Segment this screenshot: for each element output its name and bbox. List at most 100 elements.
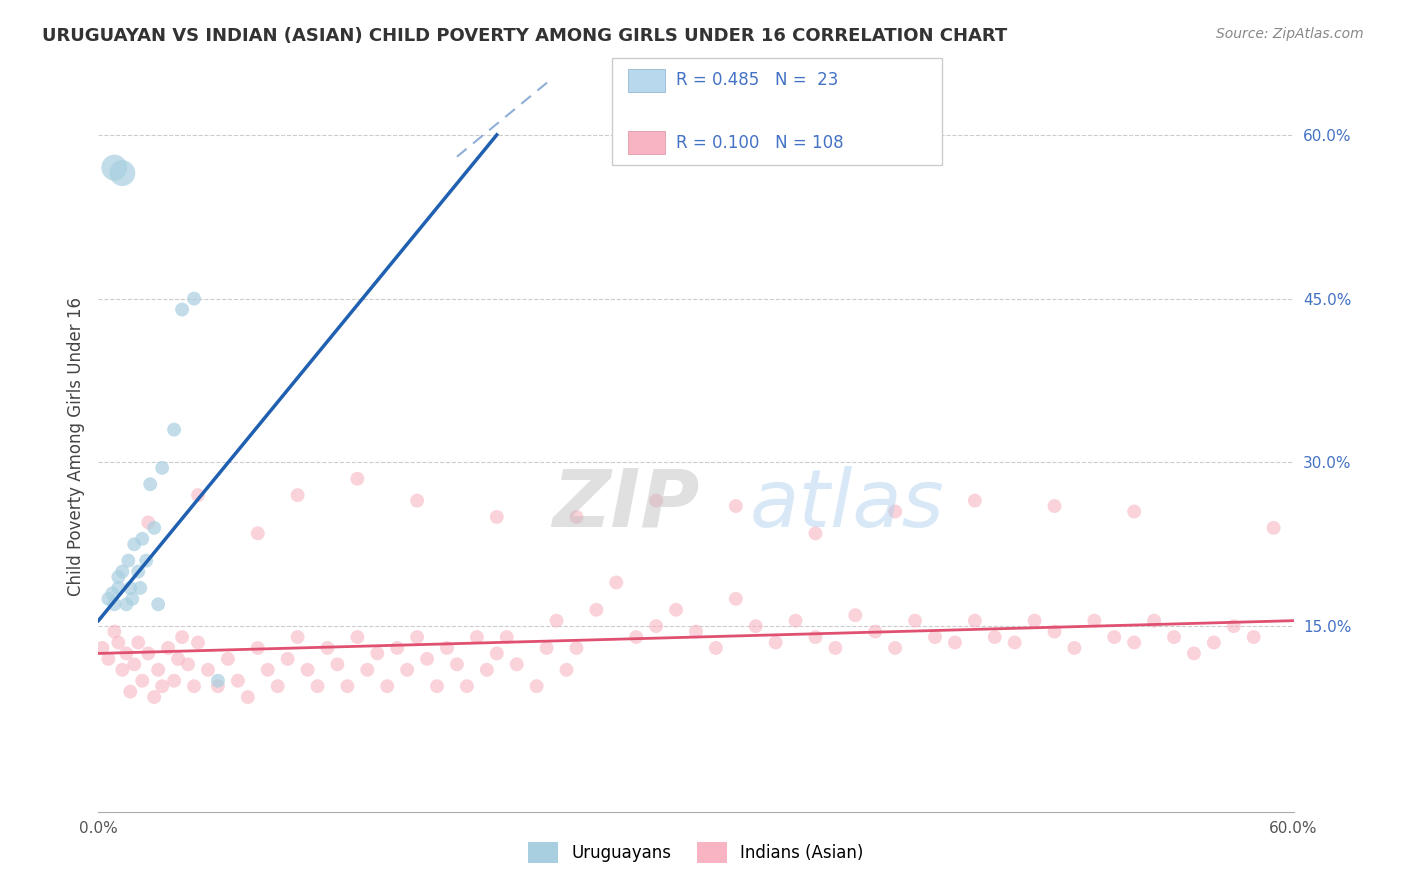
Point	[143, 690, 166, 704]
Point	[107, 581, 129, 595]
Point	[475, 663, 498, 677]
Point	[103, 597, 125, 611]
Point	[91, 640, 114, 655]
Text: URUGUAYAN VS INDIAN (ASIAN) CHILD POVERTY AMONG GIRLS UNDER 16 CORRELATION CHART: URUGUAYAN VS INDIAN (ASIAN) CHILD POVERT…	[42, 27, 1008, 45]
Point	[163, 423, 186, 437]
Point	[187, 488, 209, 502]
Point	[1063, 640, 1085, 655]
Point	[465, 630, 488, 644]
Point	[406, 493, 429, 508]
Point	[127, 565, 149, 579]
Point	[785, 614, 807, 628]
Point	[217, 652, 239, 666]
Point	[287, 488, 309, 502]
Point	[183, 292, 205, 306]
Point	[150, 679, 173, 693]
Text: R = 0.485   N =  23: R = 0.485 N = 23	[676, 71, 838, 89]
Point	[297, 663, 319, 677]
Point	[585, 603, 607, 617]
Point	[546, 614, 568, 628]
Point	[107, 635, 129, 649]
Point	[724, 499, 747, 513]
Point	[526, 679, 548, 693]
Point	[1263, 521, 1285, 535]
Point	[844, 608, 866, 623]
Point	[485, 647, 508, 661]
Point	[131, 532, 153, 546]
Point	[446, 657, 468, 672]
Text: atlas: atlas	[749, 466, 945, 543]
Point	[685, 624, 707, 639]
Point	[824, 640, 846, 655]
Point	[111, 166, 134, 180]
Point	[865, 624, 887, 639]
Point	[277, 652, 299, 666]
Point	[172, 630, 194, 644]
Point	[120, 684, 142, 698]
Point	[555, 663, 578, 677]
Point	[745, 619, 768, 633]
Y-axis label: Child Poverty Among Girls Under 16: Child Poverty Among Girls Under 16	[66, 296, 84, 596]
Point	[316, 640, 339, 655]
Point	[97, 591, 120, 606]
Point	[139, 477, 162, 491]
Point	[143, 521, 166, 535]
Point	[1163, 630, 1185, 644]
Point	[645, 493, 668, 508]
Point	[136, 516, 159, 530]
Point	[287, 630, 309, 644]
Point	[256, 663, 278, 677]
Point	[375, 679, 398, 693]
Point	[172, 302, 194, 317]
Point	[1123, 635, 1146, 649]
Point	[1182, 647, 1205, 661]
Legend: Uruguayans, Indians (Asian): Uruguayans, Indians (Asian)	[522, 836, 870, 869]
Point	[1243, 630, 1265, 644]
Point	[416, 652, 439, 666]
Point	[226, 673, 249, 688]
Point	[111, 663, 134, 677]
Point	[267, 679, 290, 693]
Point	[121, 591, 143, 606]
Point	[506, 657, 529, 672]
Text: R = 0.100   N = 108: R = 0.100 N = 108	[676, 134, 844, 152]
Point	[207, 679, 229, 693]
Point	[396, 663, 419, 677]
Point	[426, 679, 449, 693]
Point	[346, 472, 368, 486]
Point	[187, 635, 209, 649]
Point	[1043, 624, 1066, 639]
Point	[183, 679, 205, 693]
Point	[495, 630, 517, 644]
Point	[436, 640, 458, 655]
Point	[884, 504, 907, 518]
Point	[1024, 614, 1046, 628]
Point	[1123, 504, 1146, 518]
Point	[326, 657, 349, 672]
Point	[904, 614, 927, 628]
Point	[124, 657, 146, 672]
Point	[626, 630, 648, 644]
Point	[103, 624, 125, 639]
Point	[485, 510, 508, 524]
Point	[148, 597, 170, 611]
Point	[129, 581, 152, 595]
Point	[117, 554, 139, 568]
Point	[246, 526, 269, 541]
Point	[246, 640, 269, 655]
Point	[157, 640, 180, 655]
Point	[1223, 619, 1246, 633]
Point	[356, 663, 378, 677]
Point	[536, 640, 558, 655]
Point	[127, 635, 149, 649]
Point	[177, 657, 200, 672]
Point	[804, 630, 827, 644]
Point	[150, 460, 173, 475]
Point	[1104, 630, 1126, 644]
Point	[101, 586, 124, 600]
Point	[1202, 635, 1225, 649]
Point	[1143, 614, 1166, 628]
Point	[111, 565, 134, 579]
Point	[115, 597, 138, 611]
Point	[605, 575, 627, 590]
